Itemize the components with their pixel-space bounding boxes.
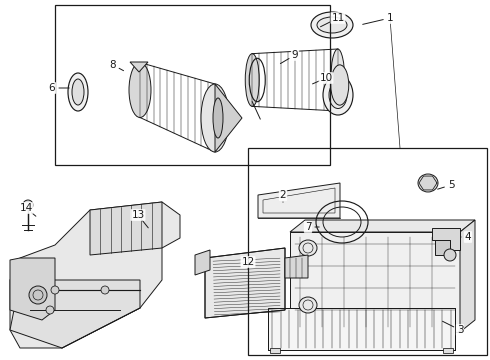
Bar xyxy=(248,148,487,355)
Ellipse shape xyxy=(23,200,33,210)
Polygon shape xyxy=(432,228,460,250)
Polygon shape xyxy=(290,220,475,232)
Polygon shape xyxy=(10,258,55,320)
Text: 2: 2 xyxy=(280,190,286,200)
Bar xyxy=(435,240,450,255)
Text: 12: 12 xyxy=(242,257,255,267)
Polygon shape xyxy=(195,250,210,275)
Polygon shape xyxy=(285,255,308,278)
Text: 1: 1 xyxy=(387,13,393,23)
Polygon shape xyxy=(215,84,242,152)
Polygon shape xyxy=(258,183,340,218)
Ellipse shape xyxy=(46,306,54,314)
Text: 9: 9 xyxy=(292,50,298,60)
Text: 13: 13 xyxy=(131,210,145,220)
Text: 10: 10 xyxy=(319,73,333,83)
Text: 11: 11 xyxy=(331,13,344,23)
Ellipse shape xyxy=(444,249,456,261)
Ellipse shape xyxy=(51,286,59,294)
Ellipse shape xyxy=(331,49,345,111)
Bar xyxy=(290,232,460,332)
Polygon shape xyxy=(10,202,180,348)
Bar xyxy=(268,308,455,350)
Polygon shape xyxy=(268,308,455,350)
Polygon shape xyxy=(10,280,140,348)
Text: 8: 8 xyxy=(110,60,116,70)
Ellipse shape xyxy=(201,84,229,152)
Ellipse shape xyxy=(317,17,347,33)
Bar xyxy=(443,348,453,353)
Text: 7: 7 xyxy=(305,222,311,232)
Ellipse shape xyxy=(311,12,353,38)
Text: 14: 14 xyxy=(20,203,33,213)
Ellipse shape xyxy=(323,75,353,115)
Ellipse shape xyxy=(299,297,317,313)
Polygon shape xyxy=(130,62,148,72)
Ellipse shape xyxy=(68,73,88,111)
Text: 6: 6 xyxy=(49,83,55,93)
Ellipse shape xyxy=(418,174,438,192)
Ellipse shape xyxy=(72,79,84,105)
Polygon shape xyxy=(90,202,162,255)
Ellipse shape xyxy=(299,240,317,256)
Polygon shape xyxy=(460,220,475,332)
Polygon shape xyxy=(205,248,285,318)
Ellipse shape xyxy=(245,54,259,106)
Text: 4: 4 xyxy=(465,232,471,242)
Text: 3: 3 xyxy=(457,325,464,335)
Ellipse shape xyxy=(331,65,349,105)
Ellipse shape xyxy=(29,286,47,304)
Bar xyxy=(270,348,280,353)
Ellipse shape xyxy=(329,81,347,108)
Ellipse shape xyxy=(101,286,109,294)
Text: 5: 5 xyxy=(448,180,454,190)
Ellipse shape xyxy=(129,63,151,117)
Ellipse shape xyxy=(213,98,223,138)
Bar xyxy=(55,5,330,165)
